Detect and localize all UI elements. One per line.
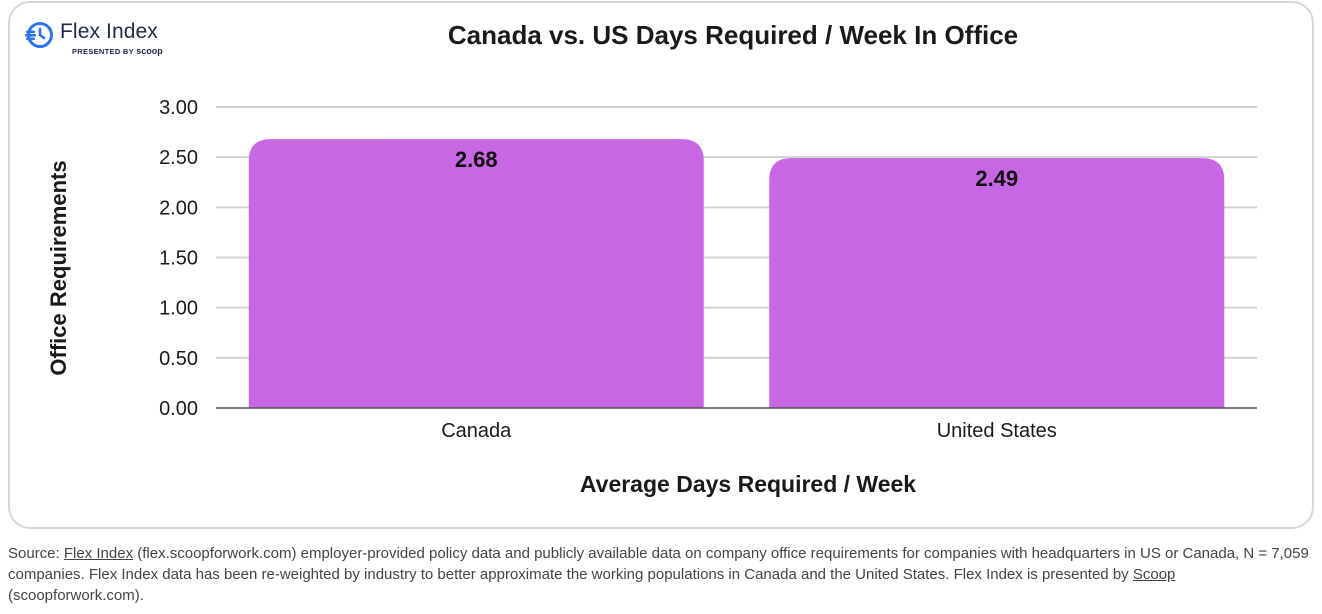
bars xyxy=(248,139,1225,408)
x-tick-label: Canada xyxy=(441,420,512,442)
y-tick-label: 0.50 xyxy=(159,348,198,370)
chart-title: Canada vs. US Days Required / Week In Of… xyxy=(447,20,1019,50)
flex-index-link[interactable]: Flex Index xyxy=(63,545,134,562)
y-tick-label: 0.00 xyxy=(159,398,198,420)
bar-chart: 0.00 0.50 1.00 1.50 2.00 2.50 3.00 2.68 Canada 2.… xyxy=(46,97,1257,497)
y-axis-title: Office Requirements xyxy=(46,160,71,375)
bar-canada xyxy=(248,139,704,408)
bar-united-states xyxy=(769,158,1225,408)
x-tick-label: United States xyxy=(937,420,1057,442)
y-tick-label: 2.00 xyxy=(159,197,198,219)
flex-index-logo: Flex Index PRESENTED BY scoop xyxy=(25,20,195,60)
scoop-link[interactable]: Scoop xyxy=(1132,566,1176,583)
y-tick-label: 2.50 xyxy=(159,147,198,169)
flex-index-logo-icon xyxy=(25,22,53,48)
source-text-end: (scoopforwork.com). xyxy=(8,587,144,604)
source-text: (flex.scoopforwork.com) employer-provide… xyxy=(8,545,1309,583)
y-tick-label: 1.50 xyxy=(159,248,198,270)
x-axis-title: Average Days Required / Week xyxy=(580,471,916,497)
logo-presented-by: PRESENTED BY scoop xyxy=(72,46,163,56)
labels: 0.00 0.50 1.00 1.50 2.00 2.50 3.00 2.68 Canada 2.… xyxy=(159,97,1057,442)
source-footnote: Source: Flex Index (flex.scoopforwork.co… xyxy=(8,543,1314,606)
y-tick-label: 1.00 xyxy=(159,298,198,320)
source-prefix: Source: xyxy=(8,545,64,562)
scoop-wordmark: scoop xyxy=(136,46,163,56)
data-label: 2.68 xyxy=(455,147,498,172)
data-label: 2.49 xyxy=(975,166,1018,191)
presented-by-text: PRESENTED BY xyxy=(72,47,134,56)
logo-brand-name: Flex Index xyxy=(60,20,158,43)
y-tick-label: 3.00 xyxy=(159,97,198,119)
